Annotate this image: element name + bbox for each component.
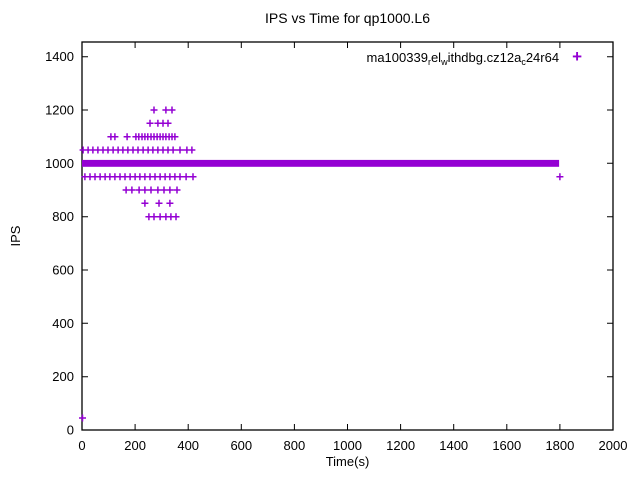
legend-label-part: ma100339 (366, 49, 428, 65)
x-tick-label: 1600 (492, 438, 521, 453)
legend-label-part: ithdbg.cz12a (447, 49, 522, 65)
axis-ticks (81, 42, 614, 431)
y-tick-label: 0 (67, 423, 74, 438)
y-tick-label: 600 (52, 263, 74, 278)
legend-label-part: el (430, 49, 442, 65)
legend-label: ma100339relwithdbg.cz12ac24r64 (366, 49, 560, 67)
data-band (82, 159, 560, 167)
x-tick-label: 2000 (599, 438, 628, 453)
plot-border (81, 41, 614, 431)
y-tick-label: 1200 (45, 103, 74, 118)
y-tick-label: 800 (52, 209, 74, 224)
y-tick-label: 1400 (45, 49, 74, 64)
legend: ma100339relwithdbg.cz12ac24r64 + (366, 47, 583, 67)
x-tick-label: 200 (124, 438, 146, 453)
legend-label-part: w (441, 56, 448, 67)
data-points (79, 106, 564, 422)
legend-label-part: 24r64 (525, 49, 560, 65)
x-tick-label: 1400 (439, 438, 468, 453)
x-tick-label: 1000 (333, 438, 362, 453)
x-tick-label: 800 (284, 438, 306, 453)
legend-marker-icon: + (572, 47, 582, 66)
chart-title: IPS vs Time for qp1000.L6 (265, 10, 430, 26)
y-axis-label: IPS (8, 225, 23, 247)
legend-label-part: c (521, 56, 526, 67)
y-tick-label: 200 (52, 369, 74, 384)
x-tick-label: 1200 (386, 438, 415, 453)
y-tick-label: 400 (52, 316, 74, 331)
legend-label-part: r (427, 56, 431, 67)
x-tick-label: 1800 (545, 438, 574, 453)
x-tick-label: 600 (230, 438, 252, 453)
x-tick-label: 0 (78, 438, 85, 453)
x-tick-label: 400 (177, 438, 199, 453)
y-tick-label: 1000 (45, 156, 74, 171)
x-axis-label: Time(s) (325, 454, 370, 469)
